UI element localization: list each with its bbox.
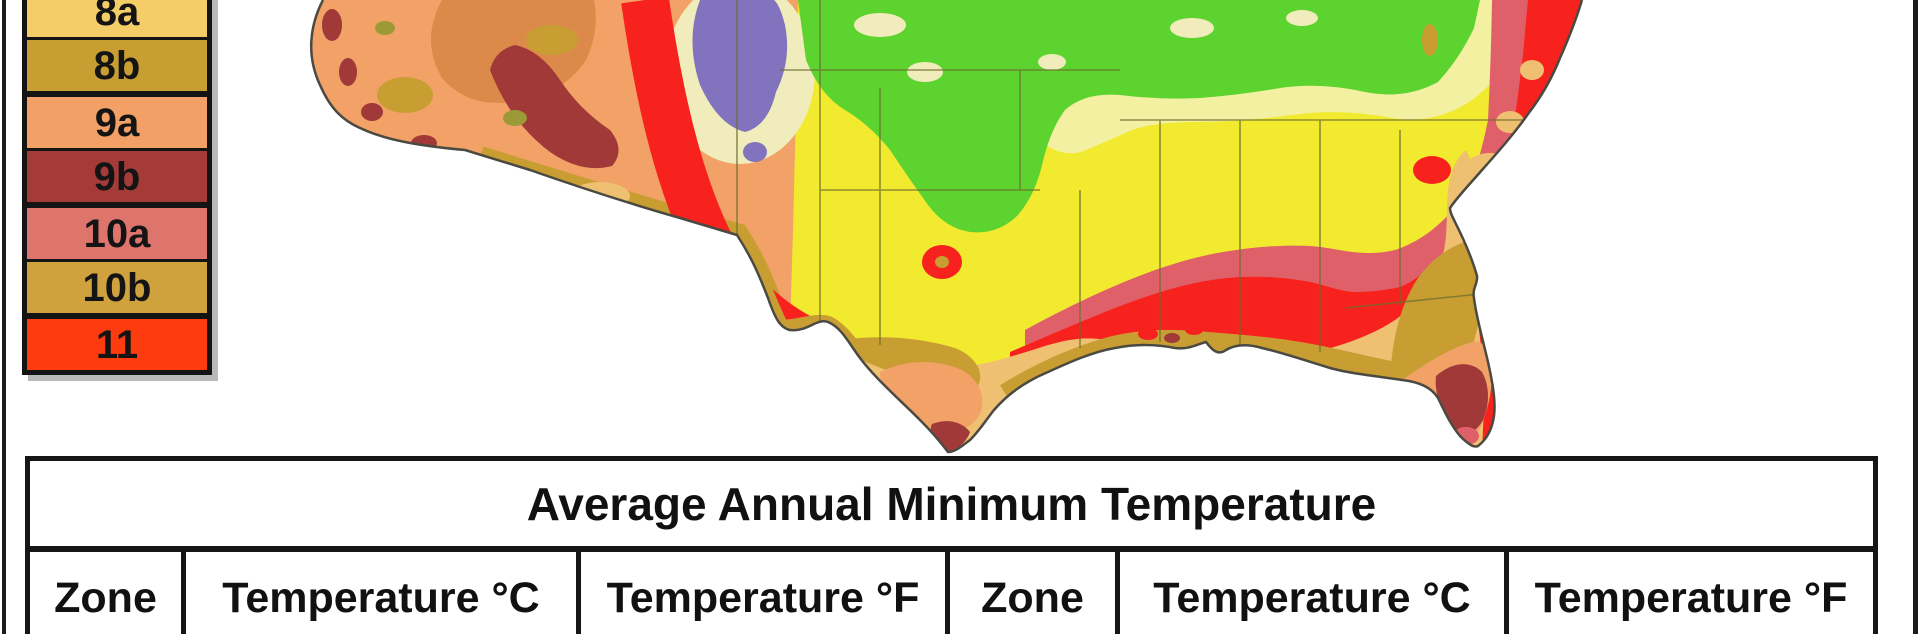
temperature-table: Average Annual Minimum Temperature Zone … (25, 456, 1878, 634)
map-region-coast-maroon-dab (361, 103, 383, 121)
legend-item-8b: 8b (27, 37, 207, 91)
map-region-louisiana-coast-red-dab (1138, 328, 1158, 340)
map-region-zone6-green-band (798, 0, 1480, 233)
map-region-rockies-purple-dab (743, 142, 767, 162)
legend-label-9a: 9a (94, 100, 140, 145)
map-region-green-cream-patch (854, 13, 906, 37)
us-hardiness-map-svg (310, 0, 1584, 454)
map-region-green-cream-patch (1170, 18, 1214, 38)
map-region-west-olive-dab (375, 21, 395, 35)
table-header-zone-2: Zone (945, 552, 1115, 634)
map-region-coast-maroon-dab (339, 58, 357, 86)
table-title: Average Annual Minimum Temperature (526, 477, 1377, 530)
page-right-border (1913, 0, 1918, 634)
legend-item-10a: 10a (27, 202, 207, 259)
map-region-coast-maroon-dab (322, 9, 342, 41)
map-region-virginia-mustard-dab (1422, 24, 1438, 56)
table-header-temp-f-2: Temperature °F (1504, 552, 1873, 634)
map-region-big-bend-mustard-center (935, 256, 949, 268)
map-region-west-olive-dab (503, 110, 527, 126)
map-region-green-cream-patch (907, 62, 943, 82)
map-state-borders (736, 0, 1525, 352)
table-title-row: Average Annual Minimum Temperature (30, 461, 1873, 552)
legend-label-8b: 8b (93, 43, 141, 88)
map-region-west-mustard-patch (526, 25, 578, 55)
table-header-temp-f-1: Temperature °F (576, 552, 945, 634)
map-region-west-mustard-patch (377, 77, 433, 113)
legend-item-8a: 8a (27, 0, 207, 37)
legend-item-9a: 9a (27, 91, 207, 148)
legend-label-10b: 10b (82, 265, 152, 310)
legend-label-11: 11 (95, 322, 139, 367)
table-header-temp-c-1: Temperature °C (181, 552, 576, 634)
table-header-temp-c-2: Temperature °C (1115, 552, 1504, 634)
legend-label-10a: 10a (83, 211, 151, 256)
map-region-carolina-tan-pocket (1468, 153, 1512, 177)
legend-label-9b: 9b (93, 154, 141, 199)
legend-label-8a: 8a (94, 0, 140, 34)
page-left-border (2, 0, 6, 634)
map-region-west-maroon-band (490, 45, 619, 169)
map-country-outline (310, 0, 1584, 454)
map-region-louisiana-coast-red-dab (1185, 325, 1203, 335)
us-hardiness-map (180, 0, 1620, 455)
map-region-green-cream-patch (1286, 10, 1318, 26)
map-region-carolina-tan-pocket (1520, 60, 1544, 80)
legend-item-10b: 10b (27, 259, 207, 313)
map-region-georgia-red-blob (1413, 156, 1451, 184)
map-region-louisiana-coast-maroon-dab (1164, 333, 1180, 343)
legend-item-11: 11 (27, 313, 207, 370)
map-region-south-florida-maroon (1435, 364, 1488, 434)
legend-item-9b: 9b (27, 148, 207, 202)
table-header-zone-1: Zone (54, 573, 157, 622)
map-region-rockies-purple (692, 0, 788, 132)
map-region-green-cream-patch (1038, 54, 1066, 70)
table-header-row: Zone Temperature °C Temperature °F Zone … (30, 552, 1873, 634)
map-region-carolina-tan-pocket (1496, 111, 1524, 133)
zone-legend: 8a 8b 9a 9b 10a 10b 11 (22, 0, 212, 375)
map-region-coast-maroon-dab (486, 164, 510, 180)
